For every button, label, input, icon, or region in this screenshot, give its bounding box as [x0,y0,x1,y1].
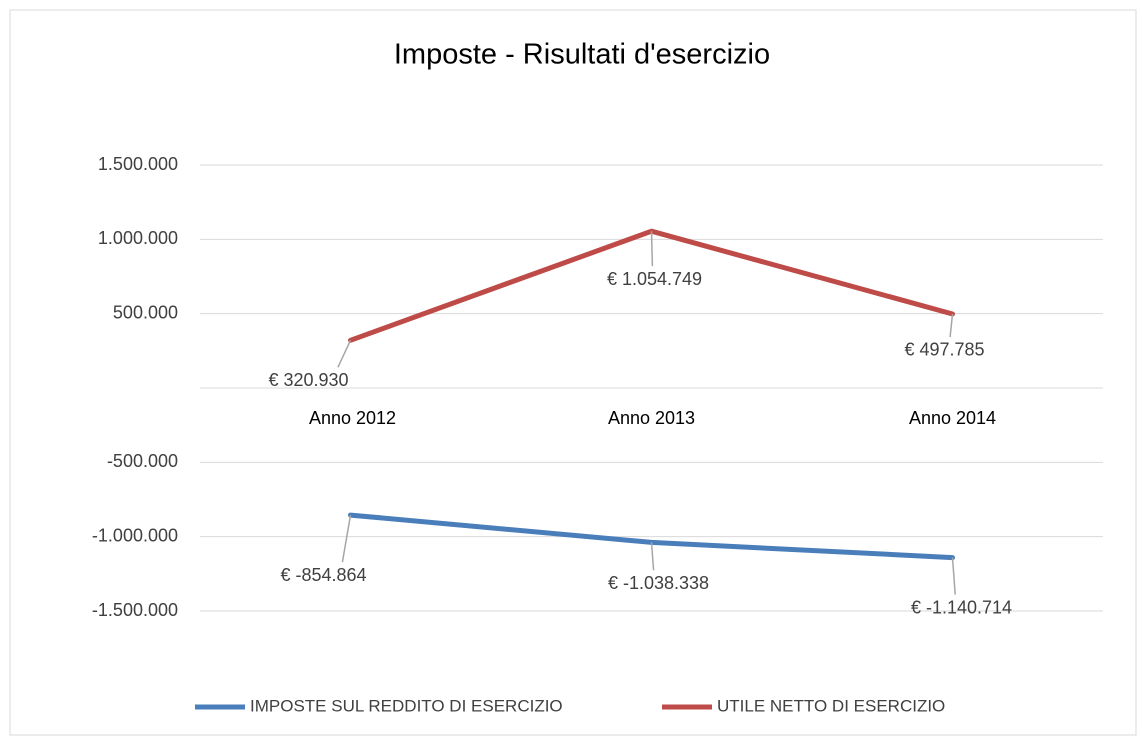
y-tick-label: 1.000.000 [98,228,178,248]
y-tick-label: -500.000 [107,451,178,471]
data-label: € -1.038.338 [608,573,709,593]
legend-label: UTILE NETTO DI ESERCIZIO [717,696,945,715]
leader-line [650,542,655,571]
data-label: € 320.930 [268,370,348,390]
x-tick-label: Anno 2014 [909,408,996,428]
leader-line [951,557,956,595]
y-tick-label: -1.500.000 [92,600,178,620]
leader-line [949,313,954,338]
leader-line [337,339,352,368]
x-tick-label: Anno 2013 [608,408,695,428]
leader-line [650,231,654,267]
data-label: € -1.140.714 [911,597,1012,617]
y-tick-label: -1.000.000 [92,525,178,545]
data-label: € -854.864 [280,565,366,585]
data-label: € 497.785 [904,340,984,360]
chart-border [9,9,1137,736]
legend-label: IMPOSTE SUL REDDITO DI ESERCIZIO [250,696,563,715]
data-label: € 1.054.749 [607,269,702,289]
chart-title: Imposte - Risultati d'esercizio [394,39,770,71]
x-tick-label: Anno 2012 [309,408,396,428]
y-tick-label: 500.000 [113,302,178,322]
y-tick-label: 1.500.000 [98,154,178,174]
leader-line [341,514,352,563]
